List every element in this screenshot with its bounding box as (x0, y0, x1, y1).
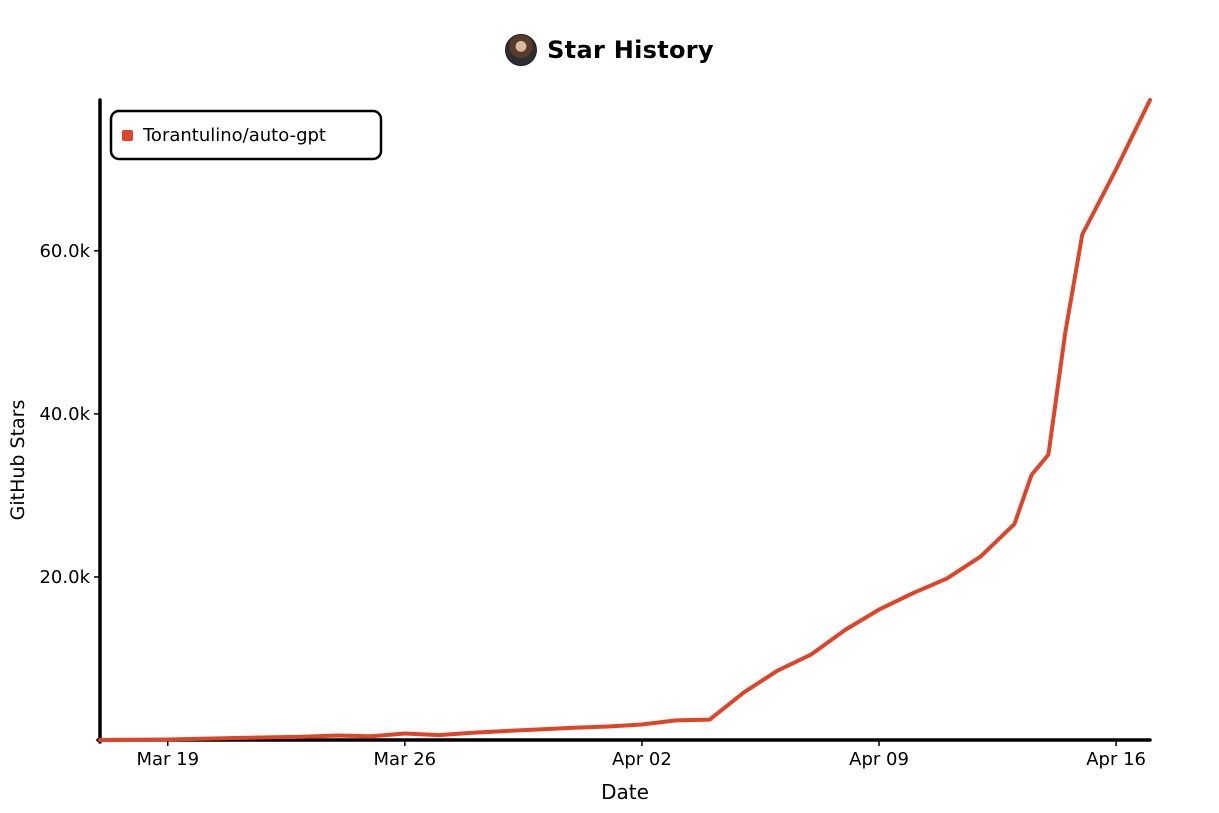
legend-box (109, 109, 383, 161)
chart-header: Star History (0, 30, 1219, 70)
x-tick-label: Apr 09 (849, 749, 909, 770)
legend-label: Torantulino/auto-gpt (142, 125, 326, 146)
y-tick-label: 20.0k (39, 567, 90, 588)
series-line-0 (98, 98, 1152, 742)
y-tick-label: 40.0k (39, 404, 90, 425)
y-axis-label: GitHub Stars (7, 400, 29, 521)
x-tick-label: Mar 19 (136, 749, 199, 770)
x-tick-label: Apr 02 (612, 749, 672, 770)
x-axis-label: Date (601, 780, 649, 804)
legend-swatch (122, 130, 133, 141)
user-avatar-icon (505, 34, 538, 66)
x-tick-label: Apr 16 (1086, 749, 1146, 770)
chart-title: Star History (547, 36, 714, 64)
y-tick-label: 60.0k (39, 241, 90, 262)
x-tick-label: Mar 26 (374, 749, 437, 770)
